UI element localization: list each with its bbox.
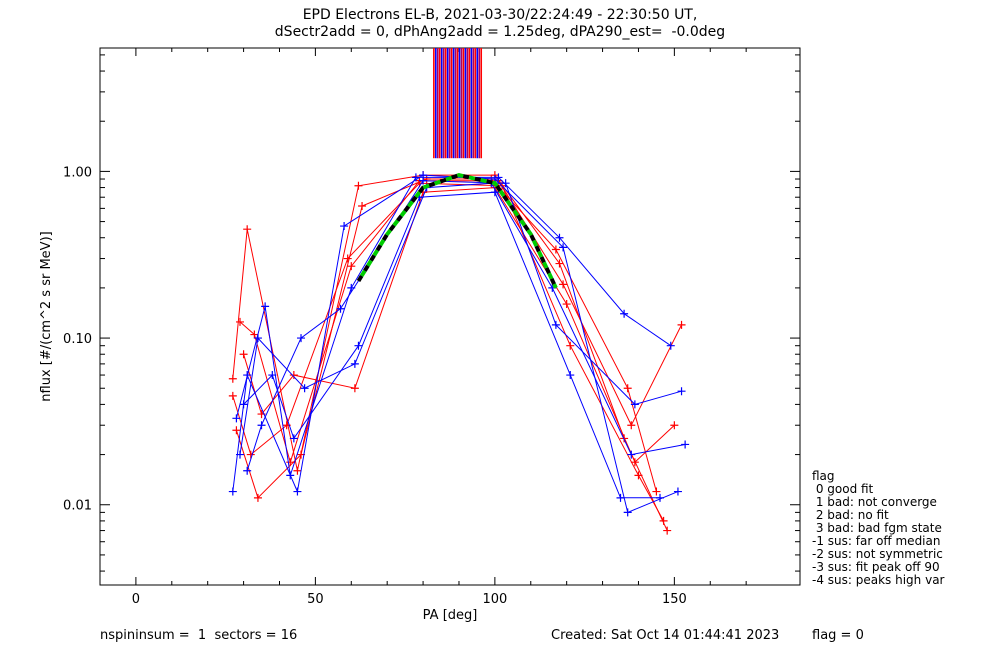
x-axis-label: PA [deg]: [423, 608, 478, 623]
y-tick-label: 0.01: [63, 499, 92, 514]
data-point: [555, 259, 564, 268]
legend-line: flag: [812, 469, 835, 483]
data-point: [656, 493, 664, 502]
data-point: [354, 341, 363, 350]
legend-line: -1 sus: far off median: [812, 534, 941, 548]
footer-spin-info: nspininsum = 1 sectors = 16: [100, 628, 298, 643]
legend-line: -2 sus: not symmetric: [812, 547, 943, 561]
x-tick-label: 0: [132, 592, 140, 607]
data-point: [236, 317, 244, 326]
footer-flag: flag = 0: [812, 628, 864, 643]
data-point: [243, 466, 252, 475]
x-tick-label: 150: [662, 592, 687, 607]
data-point: [616, 493, 625, 502]
y-tick-label: 0.10: [63, 332, 92, 347]
data-point: [343, 254, 352, 263]
fit-curve: [356, 173, 558, 289]
data-point: [566, 371, 575, 380]
flag-legend: flag 0 good fit 1 bad: not converge 2 ba…: [812, 470, 944, 587]
data-point: [257, 421, 266, 430]
series-line: [246, 180, 682, 471]
data-point: [336, 304, 345, 313]
data-point: [340, 222, 349, 231]
data-point: [677, 320, 686, 329]
data-point: [228, 391, 237, 400]
legend-line: -3 sus: fit peak off 90: [812, 560, 940, 574]
data-point: [559, 243, 568, 252]
footer-created: Created: Sat Oct 14 01:44:41 2023: [551, 628, 780, 643]
data-point: [677, 387, 686, 396]
data-point: [666, 341, 675, 350]
legend-line: 2 bad: no fit: [812, 508, 889, 522]
legend-line: 1 bad: not converge: [812, 495, 937, 509]
chart-title-line-1: EPD Electrons EL-B, 2021-03-30/22:24:49 …: [302, 7, 698, 23]
data-point: [239, 400, 248, 409]
data-point: [555, 233, 564, 242]
data-point: [358, 202, 367, 211]
data-point: [253, 493, 262, 502]
data-point: [673, 487, 682, 496]
x-tick-label: 50: [307, 592, 324, 607]
data-point: [268, 371, 277, 380]
data-point: [551, 320, 560, 329]
series-line: [239, 182, 686, 456]
data-point: [297, 334, 306, 343]
data-point: [623, 508, 632, 517]
data-point: [289, 434, 298, 443]
data-point: [246, 450, 255, 459]
data-point: [634, 471, 643, 480]
data-point: [350, 359, 359, 368]
y-axis-label: nflux [#/(cm^2 s sr MeV)]: [39, 231, 54, 401]
data-point: [419, 176, 428, 185]
data-point: [566, 341, 575, 350]
data-point: [630, 400, 639, 409]
series-line: [232, 174, 668, 531]
data-point: [422, 175, 431, 184]
data-point: [623, 384, 632, 393]
data-point: [253, 334, 262, 343]
data-point: [620, 309, 629, 318]
data-point: [559, 280, 568, 289]
data-point: [293, 487, 302, 496]
series-line: [243, 191, 660, 499]
data-point: [663, 526, 672, 535]
data-point: [411, 173, 420, 182]
data-point: [228, 487, 237, 496]
legend-line: 0 good fit: [812, 482, 874, 496]
legend-line: 3 bad: bad fgm state: [812, 521, 942, 535]
data-point: [347, 262, 356, 271]
data-point: [562, 300, 571, 309]
series-line: [235, 176, 672, 476]
data-point: [681, 440, 690, 449]
data-point: [627, 450, 636, 459]
data-point: [261, 302, 270, 311]
data-point: [289, 371, 298, 380]
data-point: [670, 421, 679, 430]
data-point: [232, 414, 241, 423]
data-point: [490, 188, 499, 197]
legend-line: -4 sus: peaks high var: [812, 573, 945, 587]
data-point: [286, 471, 295, 480]
data-point: [293, 466, 302, 475]
chart-title-line-2: dSectr2add = 0, dPhAng2add = 1.25deg, dP…: [274, 24, 726, 40]
data-point: [228, 374, 237, 383]
data-point: [659, 516, 668, 525]
x-tick-label: 100: [482, 592, 507, 607]
data-point: [630, 458, 639, 467]
data-point: [354, 181, 363, 190]
data-point: [350, 384, 359, 393]
data-point: [501, 179, 510, 188]
data-point: [551, 245, 560, 254]
data-point: [250, 330, 259, 339]
data-point: [652, 487, 661, 496]
data-point: [300, 384, 309, 393]
data-point: [239, 350, 248, 359]
y-tick-label: 1.00: [63, 165, 92, 180]
data-point: [627, 421, 636, 430]
data-point: [494, 173, 503, 182]
data-point: [232, 426, 241, 435]
data-point: [236, 450, 244, 459]
data-point: [243, 225, 252, 234]
